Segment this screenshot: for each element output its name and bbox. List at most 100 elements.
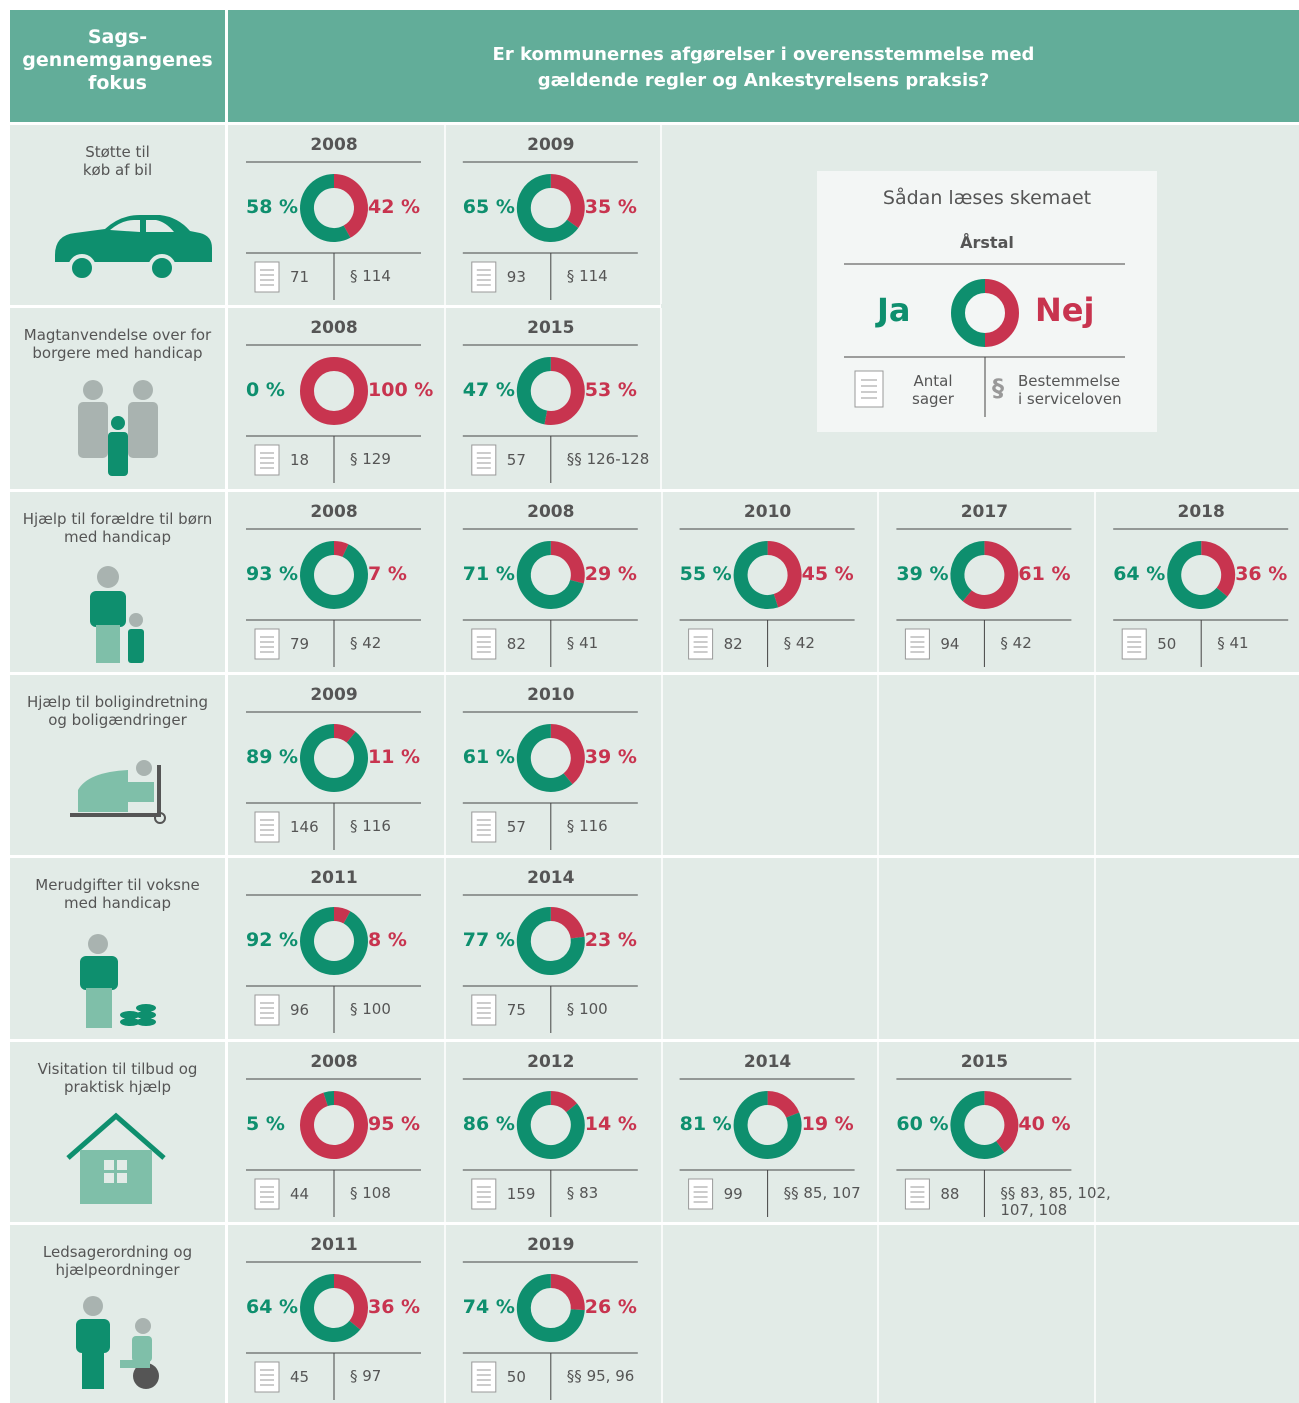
doc (472, 445, 496, 475)
row-label: Visitation til tilbud og praktisk hjælp (10, 1060, 225, 1096)
icon-shape (83, 1296, 103, 1316)
doc-icon (255, 629, 279, 659)
case-count: 44 (290, 1185, 309, 1203)
section: § 97 (350, 1368, 381, 1385)
nej-label: 36 % (368, 1296, 420, 1319)
ja-label: 81 % (680, 1113, 732, 1136)
case-count: 18 (290, 451, 309, 469)
doc (255, 995, 279, 1025)
row-label: Støtte til køb af bil (10, 143, 225, 179)
legend: Sådan læses skemaet Årstal Ja Nej Antal … (817, 171, 1157, 432)
nej-label: 8 % (368, 929, 407, 952)
legend-ja: Ja (877, 291, 911, 329)
section: § 100 (567, 1001, 608, 1018)
year: 2014 (662, 1052, 874, 1072)
year: 2011 (228, 1235, 440, 1255)
nej-label: 100 % (368, 379, 433, 402)
icon-shape (117, 1173, 127, 1183)
doc-icon (472, 1362, 496, 1392)
row-label: Hjælp til forældre til børn med handicap (10, 510, 225, 546)
doc (255, 629, 279, 659)
case-count: 82 (507, 635, 526, 653)
section: §§ 85, 107 (784, 1185, 861, 1202)
doc (472, 812, 496, 842)
title: Er kommunernes afgørelser i overensstemm… (228, 42, 1299, 94)
doc (472, 1179, 496, 1209)
icon-shape (88, 934, 108, 954)
legend-section-sign: § (992, 374, 1004, 403)
section: § 116 (350, 818, 391, 835)
case-count: 50 (1157, 635, 1176, 653)
legend-ja-arc (958, 286, 985, 340)
icon-shape (97, 566, 119, 588)
case-count: 159 (507, 1185, 536, 1203)
year: 2017 (878, 502, 1090, 522)
icon-shape (80, 956, 118, 990)
year: 2019 (445, 1235, 657, 1255)
legend-nej: Nej (1035, 291, 1094, 329)
icon-shape (117, 1160, 127, 1170)
ja-label: 74 % (463, 1296, 515, 1319)
ja-label: 47 % (463, 379, 515, 402)
year: 2018 (1095, 502, 1299, 522)
icon-shape (128, 782, 154, 802)
icon-shape (76, 1319, 110, 1353)
icon-shape (108, 432, 128, 476)
icon-shape (70, 813, 160, 817)
icon-shape (120, 1360, 150, 1368)
nej-label: 29 % (585, 563, 637, 586)
ja-label: 64 % (1113, 563, 1165, 586)
year: 2008 (228, 135, 440, 155)
nej-arc (334, 914, 347, 917)
section: § 83 (567, 1185, 598, 1202)
ja-label: 58 % (246, 196, 298, 219)
nej-label: 40 % (1018, 1113, 1070, 1136)
doc (905, 1179, 929, 1209)
case-count: 79 (290, 635, 309, 653)
doc (255, 812, 279, 842)
doc (855, 371, 883, 407)
nej-arc (334, 731, 351, 737)
section: § 42 (784, 635, 815, 652)
icon-shape (104, 1160, 114, 1170)
section: § 100 (350, 1001, 391, 1018)
year: 2009 (445, 135, 657, 155)
section: § 42 (350, 635, 381, 652)
case-count: 94 (940, 635, 959, 653)
doc (255, 262, 279, 292)
focus-header: Sags- gennemgangenes fokus (10, 26, 225, 94)
case-count: 93 (507, 268, 526, 286)
case-count: 96 (290, 1001, 309, 1019)
legend-cases: Antal sager (903, 372, 963, 408)
ja-label: 65 % (463, 196, 515, 219)
nej-label: 35 % (585, 196, 637, 219)
case-count: 45 (290, 1368, 309, 1386)
year: 2014 (445, 868, 657, 888)
icon-shape (78, 402, 108, 458)
icon-shape (135, 1318, 151, 1334)
case-count: 146 (290, 818, 319, 836)
icon-shape (86, 988, 112, 1028)
year: 2008 (228, 318, 440, 338)
year: 2010 (445, 685, 657, 705)
doc-icon (255, 995, 279, 1025)
icon-shape (82, 1351, 104, 1389)
doc (472, 995, 496, 1025)
doc (255, 1362, 279, 1392)
icon-shape (128, 402, 158, 458)
nej-label: 42 % (368, 196, 420, 219)
icon-shape (136, 760, 152, 776)
doc-icon (472, 812, 496, 842)
year: 2015 (445, 318, 657, 338)
nej-label: 39 % (585, 746, 637, 769)
section: § 41 (1217, 635, 1248, 652)
section: §§ 83, 85, 102, 107, 108 (1000, 1185, 1110, 1218)
doc-icon (905, 1179, 929, 1209)
icon-shape (70, 256, 94, 280)
section: § 42 (1000, 635, 1031, 652)
case-count: 57 (507, 818, 526, 836)
doc (472, 629, 496, 659)
doc (905, 629, 929, 659)
icon-shape (133, 380, 153, 400)
ja-arc (326, 1098, 334, 1099)
